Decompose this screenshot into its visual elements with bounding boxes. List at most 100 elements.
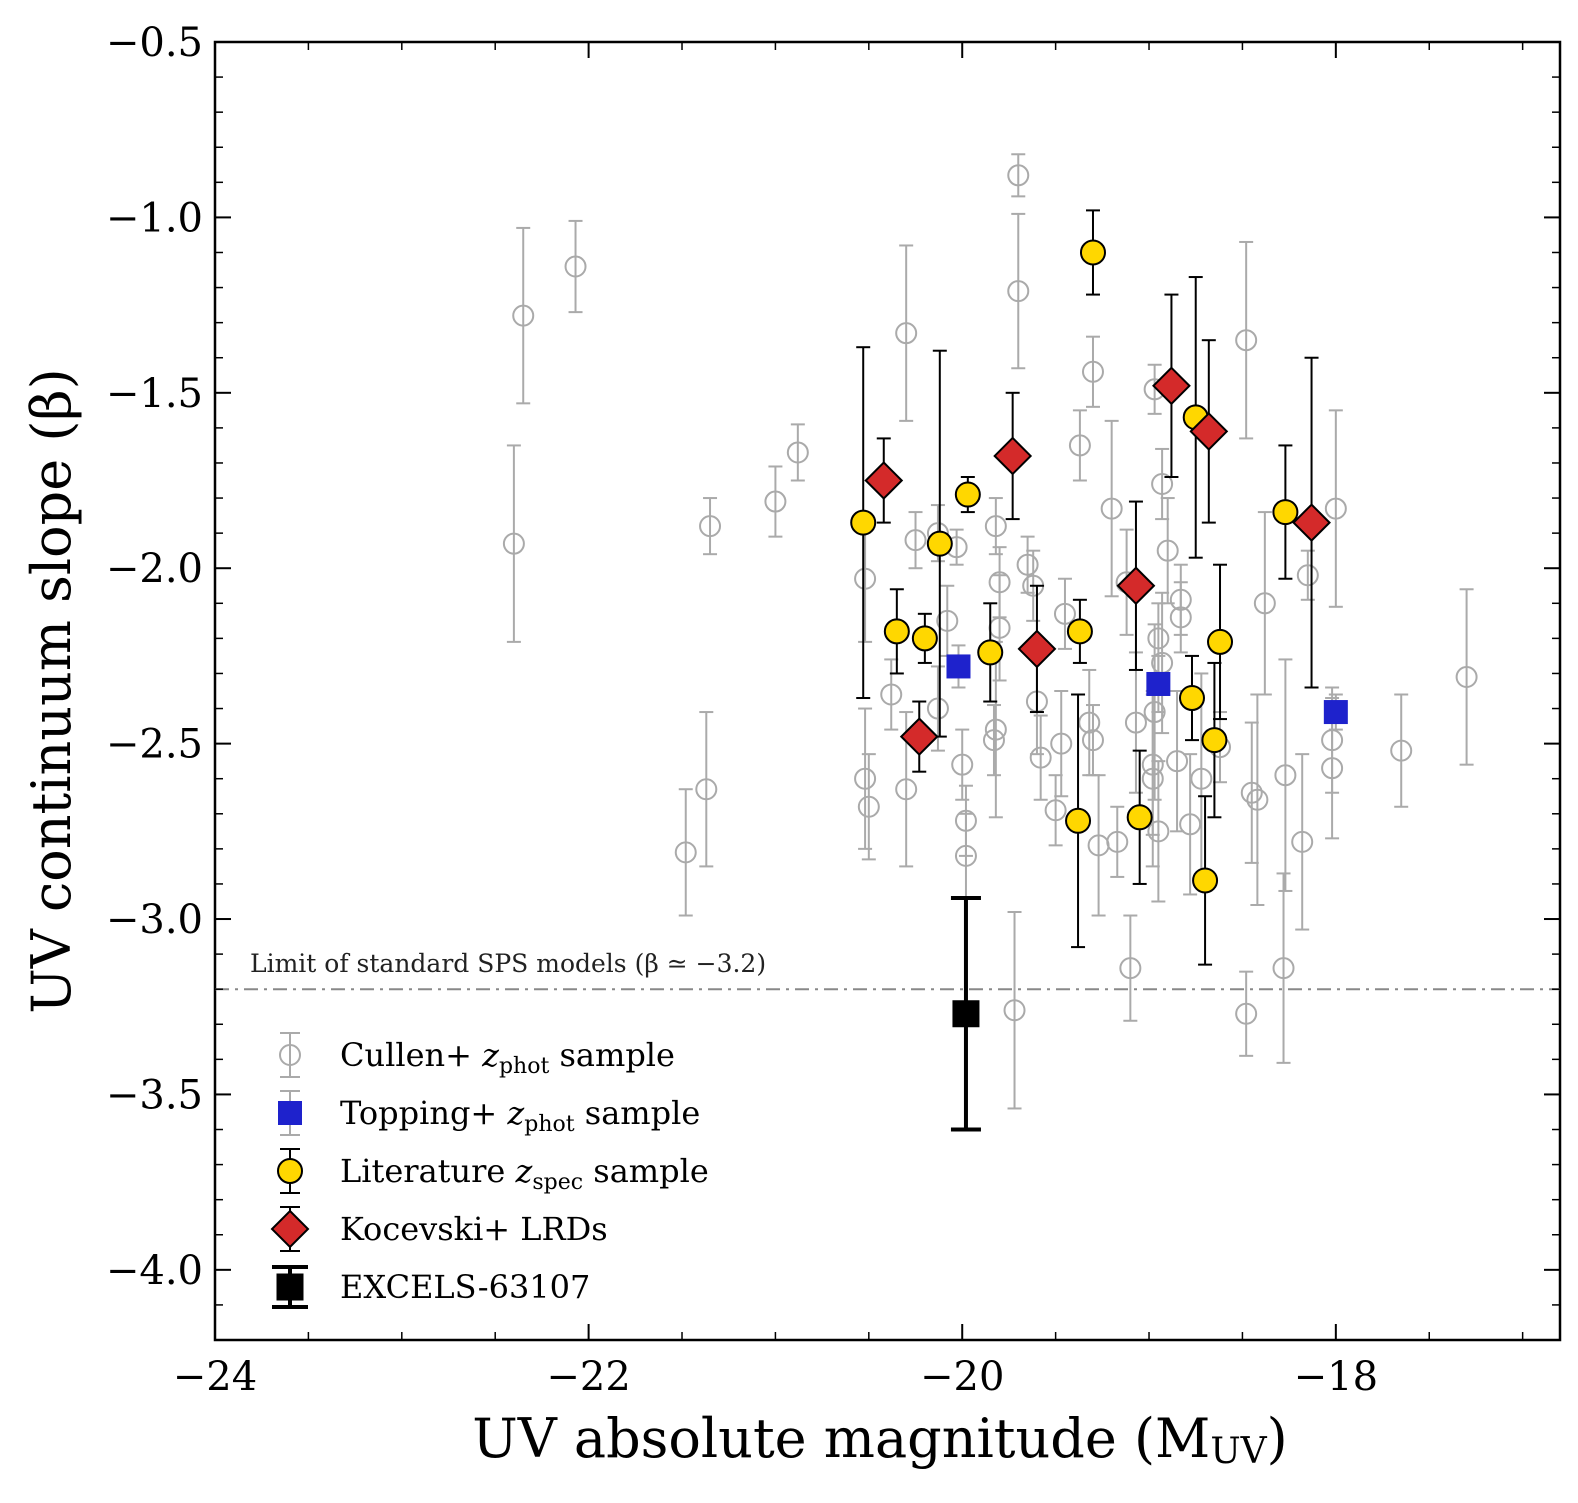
x-tick-label: −22 bbox=[546, 1354, 630, 1400]
y-tick-label: −0.5 bbox=[106, 20, 203, 66]
legend-marker bbox=[270, 1209, 310, 1249]
data-point bbox=[1053, 602, 1076, 625]
data-point bbox=[1292, 503, 1331, 543]
data-point bbox=[1201, 727, 1228, 754]
data-point bbox=[1029, 746, 1052, 769]
data-point bbox=[695, 778, 718, 801]
x-axis-title: UV absolute magnitude (MUV) bbox=[472, 1407, 1288, 1472]
legend: Cullen+ zphot sample Topping+ zphot sampl… bbox=[270, 1032, 709, 1309]
data-point bbox=[1296, 564, 1319, 587]
data-point bbox=[926, 697, 949, 720]
data-point bbox=[977, 639, 1004, 666]
y-tick-label: −2.5 bbox=[106, 722, 203, 768]
series-cullen bbox=[502, 153, 1478, 1110]
data-point bbox=[1246, 788, 1269, 811]
legend-item-kocevski: Kocevski+ LRDs bbox=[270, 1206, 608, 1252]
data-point bbox=[982, 729, 1005, 752]
data-point bbox=[1081, 729, 1104, 752]
data-point bbox=[1044, 799, 1067, 822]
data-point bbox=[1081, 360, 1104, 383]
plot-frame bbox=[213, 40, 1562, 1342]
data-point bbox=[895, 778, 918, 801]
data-point bbox=[1190, 767, 1213, 790]
x-tick-label: −20 bbox=[920, 1354, 1004, 1400]
legend-marker bbox=[276, 1273, 304, 1301]
data-point bbox=[1066, 618, 1093, 645]
x-tick-label: −18 bbox=[1294, 1354, 1378, 1400]
data-point bbox=[1178, 685, 1205, 712]
data-point bbox=[1240, 781, 1263, 804]
data-point bbox=[954, 481, 981, 508]
data-point bbox=[1116, 566, 1156, 606]
data-point bbox=[1141, 753, 1164, 776]
legend-label: Cullen+ zphot sample bbox=[340, 1036, 675, 1079]
data-point bbox=[764, 490, 787, 513]
data-point bbox=[1291, 830, 1314, 853]
data-point bbox=[1147, 820, 1170, 843]
axis-ticks: −24 −22 −20 −18 −0.5 −1.0 −1.5 −2.0 −2.5 −3.0 −3.5… bbox=[106, 20, 1560, 1400]
data-point bbox=[786, 441, 809, 464]
data-point bbox=[1007, 280, 1030, 303]
legend-item-cullen: Cullen+ zphot sample bbox=[279, 1032, 675, 1079]
data-point bbox=[1079, 239, 1106, 266]
y-tick-label: −1.5 bbox=[106, 371, 203, 417]
data-point bbox=[1068, 434, 1091, 457]
legend-label: EXCELS-63107 bbox=[340, 1268, 590, 1306]
data-point bbox=[1455, 665, 1478, 688]
data-point bbox=[1207, 628, 1234, 655]
data-point bbox=[883, 618, 910, 645]
data-point bbox=[984, 718, 1007, 741]
data-point bbox=[1253, 592, 1276, 615]
data-point bbox=[988, 616, 1011, 639]
data-point bbox=[1119, 957, 1142, 980]
data-point bbox=[895, 322, 918, 345]
data-point bbox=[1106, 830, 1129, 853]
legend-label: Topping+ zphot sample bbox=[340, 1094, 700, 1137]
data-point bbox=[1003, 999, 1026, 1022]
data-point bbox=[880, 683, 903, 706]
legend-marker bbox=[277, 1158, 303, 1184]
data-point bbox=[699, 515, 722, 538]
data-point bbox=[952, 1000, 980, 1028]
data-point bbox=[1078, 711, 1101, 734]
y-tick-label: −2.0 bbox=[106, 546, 203, 592]
data-point bbox=[1390, 739, 1413, 762]
series-literature bbox=[850, 209, 1299, 966]
data-point bbox=[1100, 497, 1123, 520]
data-point bbox=[1050, 732, 1073, 755]
data-point bbox=[1321, 729, 1344, 752]
data-point bbox=[993, 436, 1033, 476]
data-point bbox=[850, 509, 877, 536]
series-topping bbox=[946, 644, 1348, 731]
data-point bbox=[864, 461, 904, 500]
data-series bbox=[502, 153, 1478, 1132]
data-point bbox=[1192, 867, 1219, 894]
series-excels bbox=[950, 895, 981, 1132]
data-point bbox=[854, 767, 877, 790]
data-point bbox=[1151, 473, 1174, 496]
data-point bbox=[954, 844, 977, 867]
y-axis-title: UV continuum slope (β) bbox=[20, 368, 83, 1013]
legend-item-topping: Topping+ zphot sample bbox=[278, 1090, 700, 1137]
data-point bbox=[1152, 366, 1191, 406]
data-point bbox=[1324, 497, 1347, 520]
data-point bbox=[1156, 539, 1179, 562]
data-point bbox=[926, 530, 953, 557]
y-tick-label: −3.0 bbox=[106, 897, 203, 943]
data-point bbox=[1169, 588, 1192, 611]
legend-label: Kocevski+ LRDs bbox=[340, 1210, 608, 1248]
y-tick-label: −1.0 bbox=[106, 195, 203, 241]
data-point bbox=[1272, 957, 1295, 980]
legend-marker bbox=[278, 1101, 302, 1125]
data-point bbox=[1272, 499, 1299, 526]
data-point bbox=[1016, 553, 1039, 576]
data-point bbox=[502, 532, 525, 555]
data-point bbox=[1147, 627, 1170, 650]
data-point bbox=[1235, 329, 1258, 352]
data-point bbox=[1126, 804, 1153, 831]
data-point bbox=[1189, 411, 1229, 451]
reference-line-label: Limit of standard SPS models (β ≃ −3.2) bbox=[250, 949, 766, 978]
data-point bbox=[1007, 164, 1030, 187]
data-point bbox=[854, 567, 877, 590]
data-point bbox=[936, 609, 959, 632]
